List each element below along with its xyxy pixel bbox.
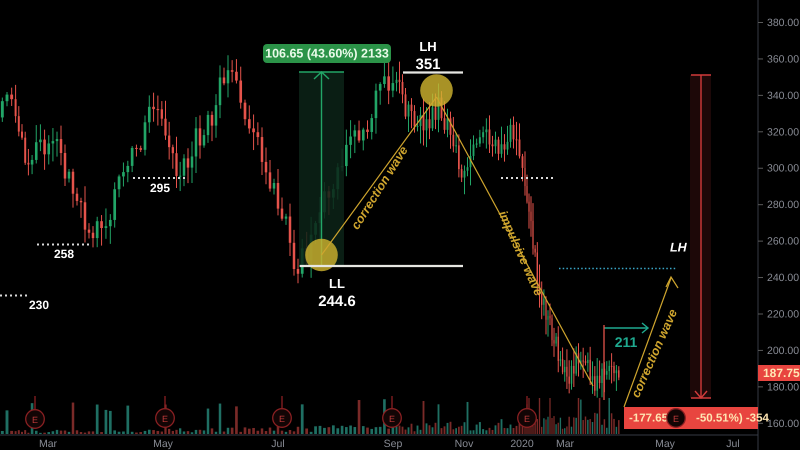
svg-text:Jul: Jul — [271, 438, 284, 450]
svg-text:May: May — [655, 438, 676, 450]
svg-text:Jul: Jul — [726, 438, 739, 450]
svg-text:E: E — [279, 414, 285, 424]
svg-text:380.00: 380.00 — [767, 17, 799, 29]
svg-text:160.00: 160.00 — [767, 418, 799, 430]
svg-text:Nov: Nov — [455, 438, 474, 450]
svg-text:220.00: 220.00 — [767, 308, 799, 320]
svg-text:187.75: 187.75 — [763, 366, 800, 380]
svg-text:Sep: Sep — [384, 438, 403, 450]
svg-text:106.65 (43.60%) 2133: 106.65 (43.60%) 2133 — [265, 47, 389, 61]
svg-text:Mar: Mar — [39, 438, 58, 450]
svg-text:258: 258 — [54, 247, 74, 261]
svg-text:280.00: 280.00 — [767, 199, 799, 211]
svg-text:320.00: 320.00 — [767, 126, 799, 138]
svg-text:E: E — [162, 414, 168, 424]
svg-text:-50.51%) -354: -50.51%) -354 — [696, 413, 769, 425]
svg-text:E: E — [673, 414, 679, 424]
svg-text:211: 211 — [615, 334, 638, 350]
svg-text:May: May — [153, 438, 174, 450]
svg-text:LL: LL — [329, 276, 345, 291]
svg-text:240.00: 240.00 — [767, 272, 799, 284]
svg-text:260.00: 260.00 — [767, 236, 799, 248]
svg-text:230: 230 — [29, 298, 49, 312]
svg-text:340.00: 340.00 — [767, 90, 799, 102]
svg-text:295: 295 — [150, 181, 170, 195]
svg-text:360.00: 360.00 — [767, 53, 799, 65]
svg-text:LH: LH — [419, 39, 436, 54]
svg-text:200.00: 200.00 — [767, 345, 799, 357]
svg-text:2020: 2020 — [510, 438, 534, 450]
svg-text:244.6: 244.6 — [318, 293, 356, 310]
svg-text:351: 351 — [415, 56, 440, 73]
svg-text:300.00: 300.00 — [767, 163, 799, 175]
svg-text:E: E — [32, 415, 38, 425]
svg-text:LH: LH — [670, 241, 688, 255]
svg-text:Mar: Mar — [556, 438, 575, 450]
svg-text:E: E — [524, 414, 530, 424]
svg-text:180.00: 180.00 — [767, 381, 799, 393]
svg-text:E: E — [389, 414, 395, 424]
